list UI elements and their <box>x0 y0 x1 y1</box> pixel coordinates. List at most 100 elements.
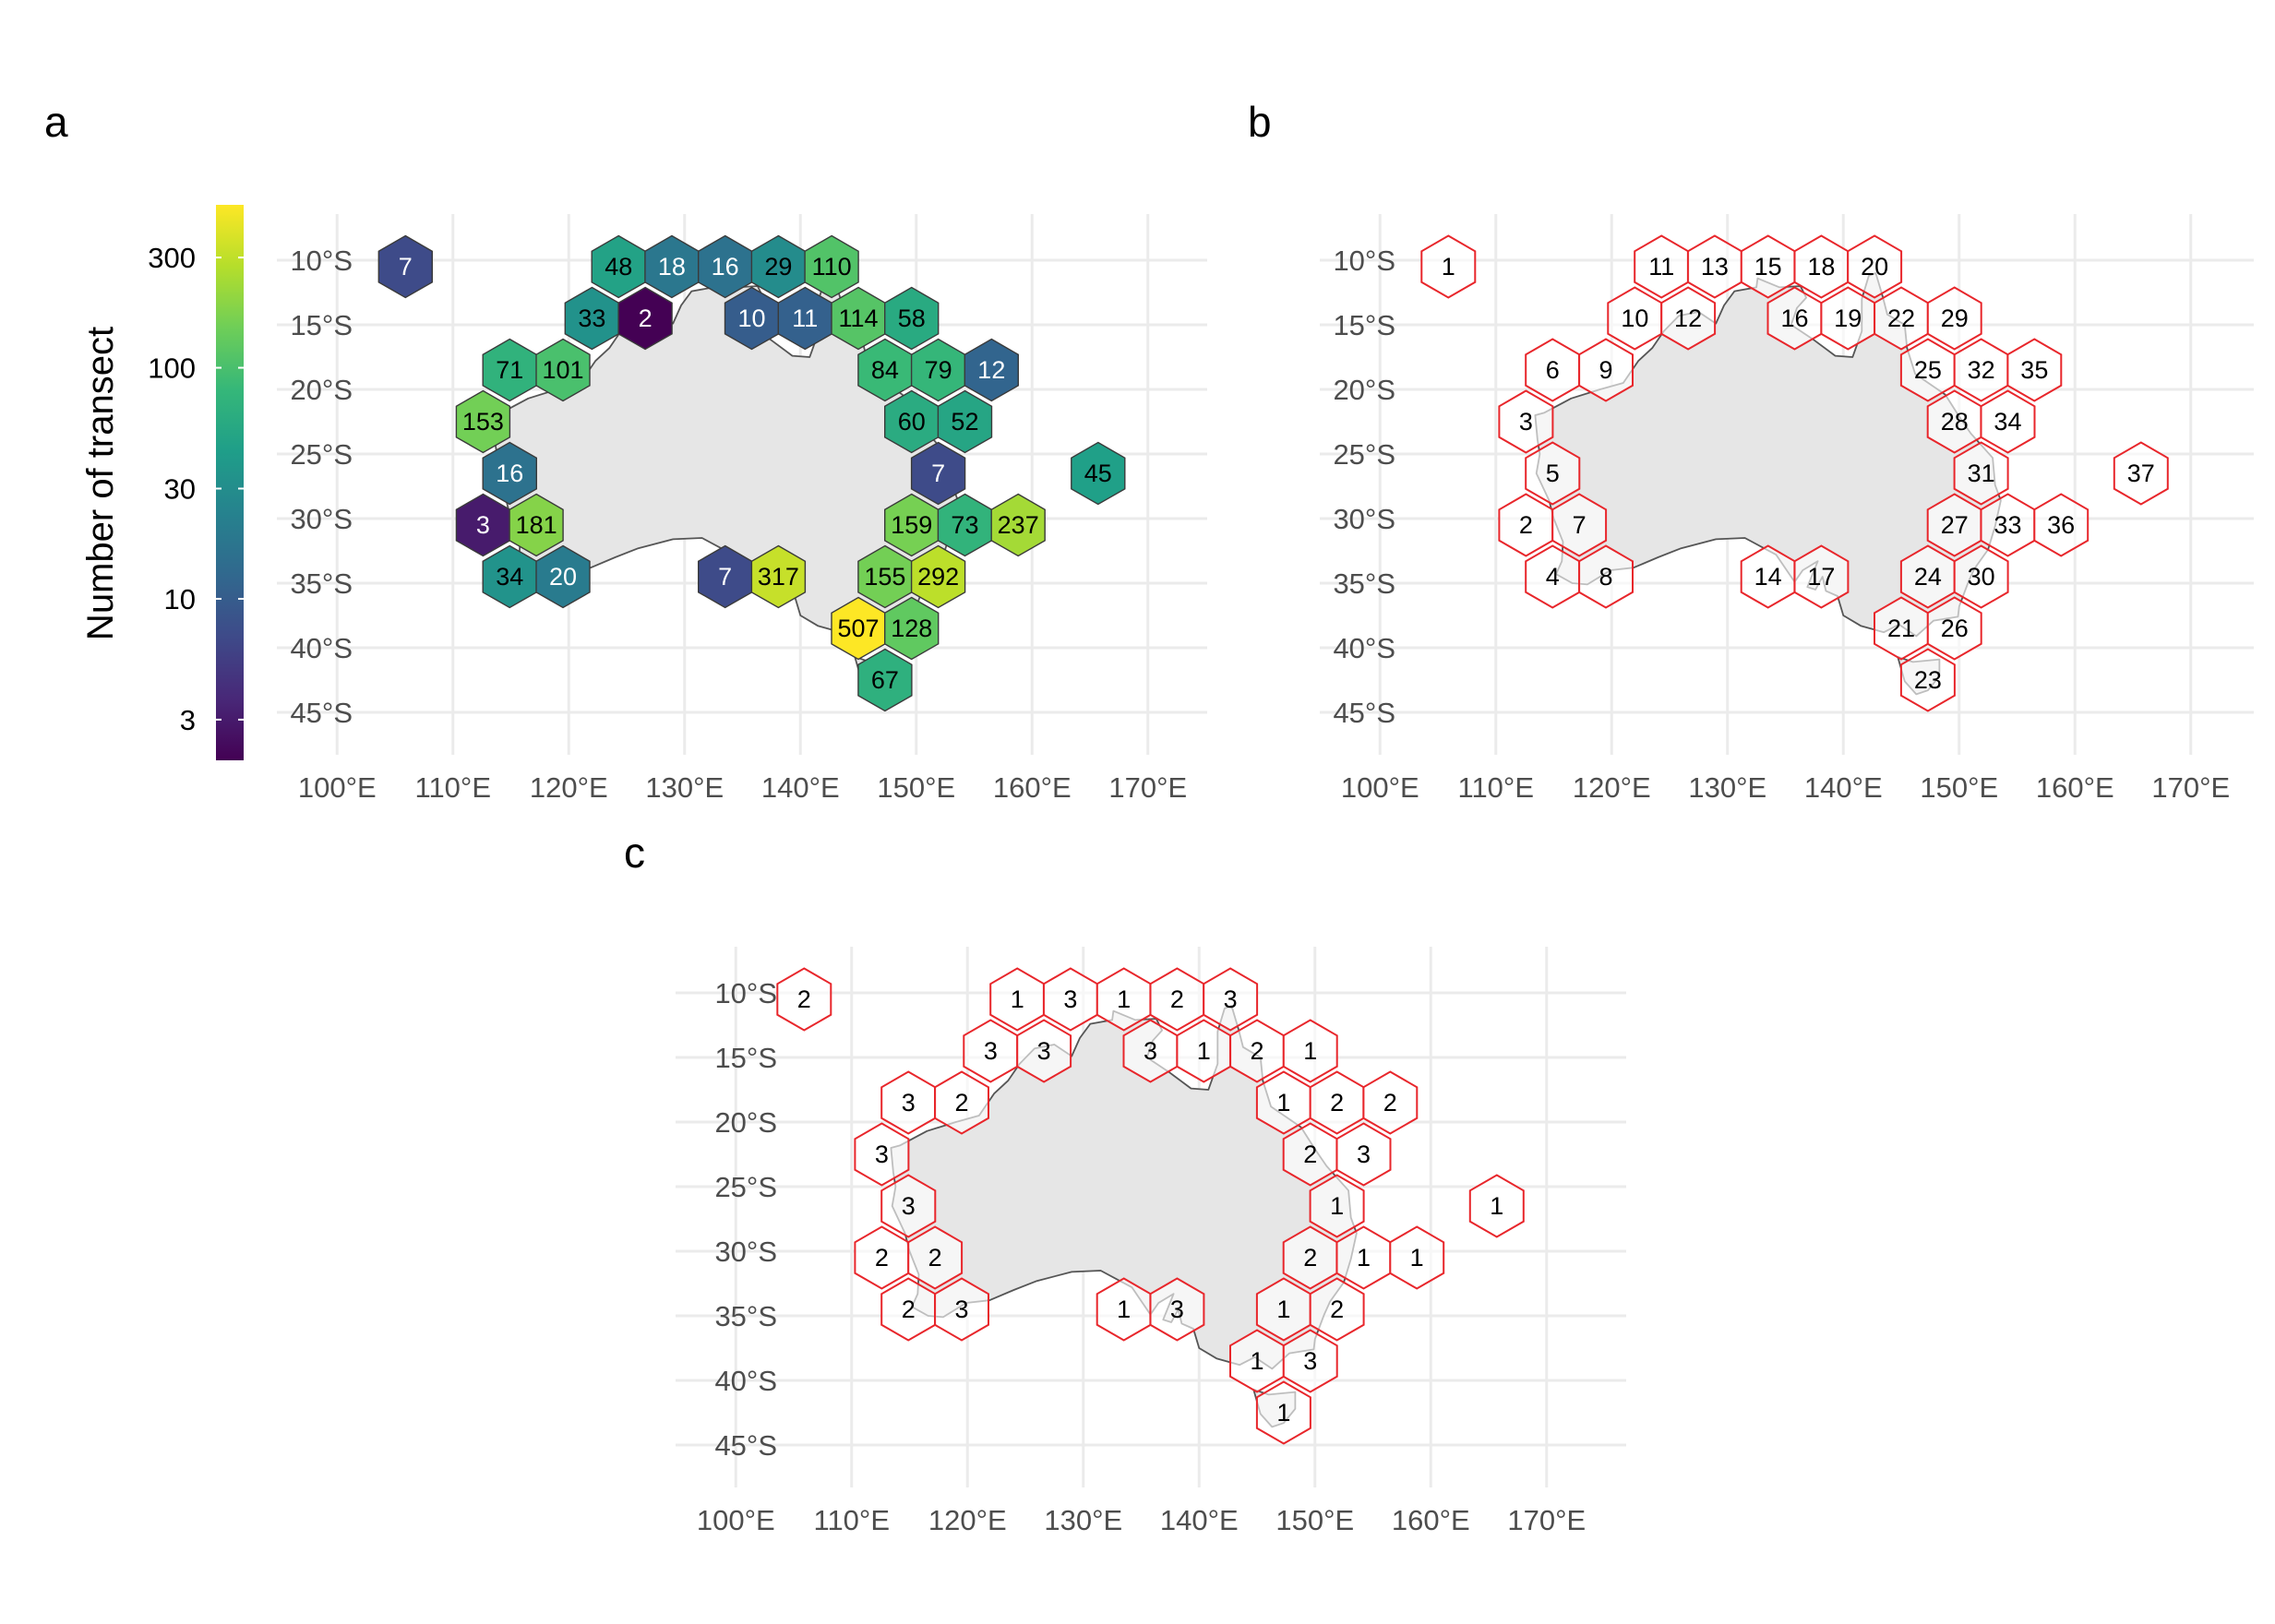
hex-count-label: 159 <box>891 511 932 539</box>
hex-cell <box>937 389 993 454</box>
hex-cell <box>1389 1225 1445 1290</box>
colorbar-tick-label: 10 <box>164 583 196 615</box>
panel-a-x-axis-labels: 100°E 110°E 120°E 130°E 140°E 150°E 160°E 170°E <box>298 771 1187 804</box>
hex-count-label: 2 <box>1383 1089 1397 1116</box>
hex-count-label: 37 <box>2127 460 2155 487</box>
hex-count-label: 24 <box>1914 563 1942 591</box>
hex-count-label: 114 <box>838 304 878 332</box>
y-tick-label: 15°S <box>1333 309 1395 341</box>
y-tick-label: 40°S <box>714 1365 777 1397</box>
hex-count-label: 28 <box>1941 408 1969 436</box>
y-tick-label: 10°S <box>290 245 353 277</box>
hex-count-label: 9 <box>1598 356 1612 384</box>
y-tick-label: 40°S <box>1333 632 1395 664</box>
hex-count-label: 12 <box>1674 304 1702 332</box>
x-tick-label: 170°E <box>2151 771 2230 804</box>
hex-count-label: 48 <box>605 253 632 281</box>
hex-count-label: 1 <box>1117 1296 1131 1323</box>
x-tick-label: 150°E <box>1920 771 1998 804</box>
hex-count-label: 3 <box>1063 985 1077 1013</box>
x-tick-label: 160°E <box>1392 1504 1470 1536</box>
hex-count-label: 20 <box>549 563 577 591</box>
hex-count-label: 2 <box>875 1244 889 1272</box>
hex-cell <box>1309 1277 1365 1342</box>
hex-count-label: 3 <box>875 1140 889 1168</box>
panel-b-x-axis-labels: 100°E 110°E 120°E 130°E 140°E 150°E 160°E 170°E <box>1341 771 2230 804</box>
hex-cell <box>1420 234 1477 299</box>
hex-count-label: 3 <box>984 1037 998 1065</box>
hex-count-label: 2 <box>639 304 653 332</box>
hex-cell <box>1899 648 1956 712</box>
y-tick-label: 45°S <box>714 1429 777 1462</box>
hex-count-label: 13 <box>1701 253 1729 281</box>
hex-count-label: 10 <box>738 304 766 332</box>
hex-count-label: 153 <box>462 408 504 436</box>
x-tick-label: 150°E <box>1275 1504 1354 1536</box>
hex-cell <box>1980 389 2036 454</box>
hex-count-label: 5 <box>1546 460 1560 487</box>
x-tick-label: 110°E <box>415 771 492 804</box>
y-tick-label: 20°S <box>290 374 353 406</box>
hex-cell <box>535 338 591 402</box>
hex-count-label: 29 <box>1941 304 1969 332</box>
x-tick-label: 120°E <box>928 1504 1007 1536</box>
hex-cell <box>1255 1380 1311 1445</box>
hex-count-label: 2 <box>902 1296 916 1323</box>
hex-cell <box>1551 493 1608 557</box>
colorbar-tick-label: 3 <box>180 704 196 736</box>
hex-count-label: 11 <box>792 304 818 332</box>
panel-a-hexagons: 7 48 18 16 29 110 33 2 10 11 114 58 71 101 84 79 12 153 60… <box>377 234 1126 712</box>
hex-count-label: 1 <box>1303 1037 1317 1065</box>
hex-cell <box>1926 286 1982 351</box>
hex-count-label: 45 <box>1084 460 1112 487</box>
x-tick-label: 110°E <box>814 1504 891 1536</box>
hex-count-label: 1 <box>1197 1037 1211 1065</box>
hex-count-label: 1 <box>1330 1192 1344 1220</box>
hex-cell <box>617 286 673 351</box>
hex-count-label: 3 <box>1357 1140 1371 1168</box>
y-tick-label: 45°S <box>290 697 353 729</box>
y-tick-label: 30°S <box>290 503 353 535</box>
hex-cell <box>455 389 511 454</box>
hex-cell <box>1953 544 2009 609</box>
hex-count-label: 3 <box>1037 1037 1051 1065</box>
hex-cell <box>1525 441 1581 506</box>
panel-c-y-axis-labels: 10°S 15°S 20°S 25°S 30°S 35°S 40°S 45°S <box>714 977 777 1462</box>
hex-count-label: 1 <box>1276 1089 1290 1116</box>
panel-c-hexagons: 2 1 3 1 2 33 3 3 1 2 13 2 1 2 23 2 33 1 12 2 2 1 12 3 1 3 1 21 31 <box>776 967 1525 1445</box>
colorbar-ticks: 3 10 30 100 300 <box>148 242 244 736</box>
hex-count-label: 73 <box>951 511 978 539</box>
hex-count-label: 26 <box>1941 615 1969 642</box>
y-tick-label: 35°S <box>290 567 353 600</box>
hex-cell <box>509 493 564 557</box>
map-panel-c: c 2 1 3 1 2 33 3 3 1 2 13 2 1 2 23 2 33 1 12 2 2 1 12 3 1 3 1 21 31 … <box>624 829 1626 1536</box>
x-tick-label: 100°E <box>1341 771 1419 804</box>
hex-count-label: 3 <box>902 1089 916 1116</box>
hex-count-label: 2 <box>1303 1140 1317 1168</box>
hex-count-label: 6 <box>1546 356 1560 384</box>
hex-count-label: 79 <box>925 356 952 384</box>
hex-cell <box>1282 1019 1338 1083</box>
hex-count-label: 18 <box>1807 253 1835 281</box>
legend-title: Number of transect <box>80 327 121 640</box>
hex-cell <box>1578 544 1634 609</box>
hex-count-label: 2 <box>1330 1089 1344 1116</box>
hex-count-label: 237 <box>998 511 1039 539</box>
hex-count-label: 3 <box>1519 408 1533 436</box>
hex-count-label: 3 <box>1224 985 1238 1013</box>
hex-count-label: 7 <box>399 253 413 281</box>
hex-count-label: 10 <box>1621 304 1648 332</box>
panel-c-x-axis-labels: 100°E 110°E 120°E 130°E 140°E 150°E 160°E 170°E <box>697 1504 1586 1536</box>
x-tick-label: 100°E <box>697 1504 775 1536</box>
hex-count-label: 35 <box>2020 356 2048 384</box>
x-tick-label: 160°E <box>2036 771 2114 804</box>
hex-cell <box>934 1277 989 1342</box>
hex-count-label: 12 <box>977 356 1005 384</box>
hex-count-label: 18 <box>658 253 686 281</box>
hex-cell <box>1793 544 1850 609</box>
hex-count-label: 2 <box>954 1089 968 1116</box>
panel-a-label: a <box>44 98 68 146</box>
y-tick-label: 30°S <box>1333 503 1395 535</box>
